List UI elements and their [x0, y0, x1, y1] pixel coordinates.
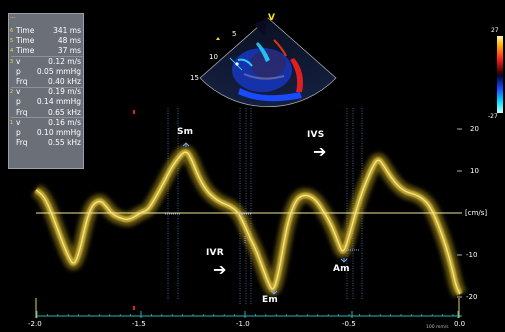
sweep-speed-label: 100 mm/s: [426, 325, 449, 330]
depth-label-10: 10: [209, 53, 218, 61]
measurement-value: 48 ms: [57, 36, 81, 46]
time-tick-neg1: -1.0: [236, 320, 250, 328]
measurement-label: Frq: [16, 138, 28, 148]
measurement-index: 2: [10, 89, 14, 96]
time-tick-neg0-5: -0.5: [342, 320, 356, 328]
measurement-index: 3: [10, 58, 14, 65]
velocity-tick-neg20: -20: [466, 293, 478, 301]
ivr-label: IVR: [206, 248, 224, 258]
depth-label-5: 5: [232, 30, 237, 38]
measurement-row: p 0.14 mmHg: [10, 97, 83, 107]
em-label: Em: [262, 295, 278, 305]
measurement-value: 0.40 kHz: [47, 77, 81, 86]
measurement-separator: [11, 117, 83, 119]
measurement-label: Time: [16, 26, 35, 35]
measurement-value: 0.10 mmHg: [36, 128, 81, 137]
measurement-row: 5 Time 48 ms: [10, 36, 83, 46]
measurement-row: Frq 0.65 kHz: [10, 108, 83, 118]
ivs-arrow-icon: ➔: [313, 142, 327, 161]
measurement-label: p: [16, 97, 21, 107]
velocity-tick-neg10: -10: [466, 251, 478, 259]
measurement-separator: [11, 56, 83, 58]
ivr-arrow-icon: ➔: [213, 260, 227, 279]
measurement-value: 0.19 m/s: [48, 87, 81, 97]
measurement-value: 341 ms: [53, 26, 81, 35]
time-tick-neg2: -2.0: [28, 320, 42, 328]
measurement-label: v: [16, 117, 21, 127]
color-scale-min: -27: [488, 113, 498, 120]
measurement-separator: [11, 86, 83, 88]
measurement-label: Time: [16, 46, 35, 56]
measurement-value: 0.05 mmHg: [36, 66, 81, 76]
color-scale-max: 27: [491, 27, 499, 34]
color-doppler-sector: [199, 17, 337, 107]
measurement-panel: ··· 6 Time 341 ms 5 Time 48 ms 4 Time 37 ms 3 v 0.1…: [8, 13, 84, 169]
measurement-index: 5: [10, 38, 14, 45]
measurement-value: 0.16 m/s: [48, 117, 81, 127]
measurement-row: Frq 0.55 kHz: [10, 138, 83, 148]
measurement-row: 3 v 0.12 m/s: [10, 57, 83, 67]
measurement-label: Time: [16, 36, 35, 46]
measurement-value: 0.55 kHz: [47, 138, 81, 148]
ecg-markers: [133, 110, 135, 310]
time-tick-neg1-5: -1.5: [132, 320, 146, 328]
measurement-row: 4 Time 37 ms: [10, 46, 83, 56]
measurement-label: Frq: [16, 77, 28, 86]
color-scale-bar: [497, 36, 503, 113]
measurement-row: p 0.05 mmHg: [10, 67, 83, 77]
measurement-index: 1: [10, 119, 14, 126]
measurement-row: Frq 0.40 kHz: [10, 77, 83, 87]
measurement-value: 0.65 kHz: [47, 107, 81, 117]
measurement-row: 2 v 0.19 m/s: [10, 87, 83, 97]
am-label: Am: [333, 264, 350, 274]
measurement-row: 1 v 0.16 m/s: [10, 118, 83, 128]
measurement-index: 4: [10, 48, 14, 55]
measurement-label: p: [16, 128, 21, 137]
measurement-label: v: [16, 56, 21, 66]
measurement-row: p 0.10 mmHg: [10, 128, 83, 138]
measurement-panel-header: ···: [10, 15, 16, 22]
measurement-label: Frq: [16, 107, 28, 117]
measurement-row: 6 Time 341 ms: [10, 26, 83, 36]
velocity-tick-20: 20: [470, 125, 479, 133]
measurement-markers: [165, 142, 360, 295]
measurement-value: 0.12 m/s: [48, 56, 81, 66]
measurement-label: v: [16, 87, 21, 97]
measurement-index: 6: [10, 28, 14, 34]
tissue-velocity-trace: [31, 145, 467, 298]
velocity-unit: [cm/s]: [465, 209, 488, 217]
measurement-value: 0.14 mmHg: [36, 97, 81, 107]
time-axis: [35, 298, 462, 318]
depth-label-15: 15: [190, 74, 199, 82]
velocity-tick-10: 10: [470, 167, 479, 175]
measurement-value: 37 ms: [57, 46, 81, 56]
velocity-axis: [457, 128, 462, 298]
time-tick-0: 0.0: [454, 320, 466, 328]
sector-orientation-marker: V: [268, 13, 275, 23]
ivs-label: IVS: [307, 130, 325, 140]
sm-label: Sm: [177, 127, 194, 137]
measurement-label: p: [16, 66, 21, 76]
